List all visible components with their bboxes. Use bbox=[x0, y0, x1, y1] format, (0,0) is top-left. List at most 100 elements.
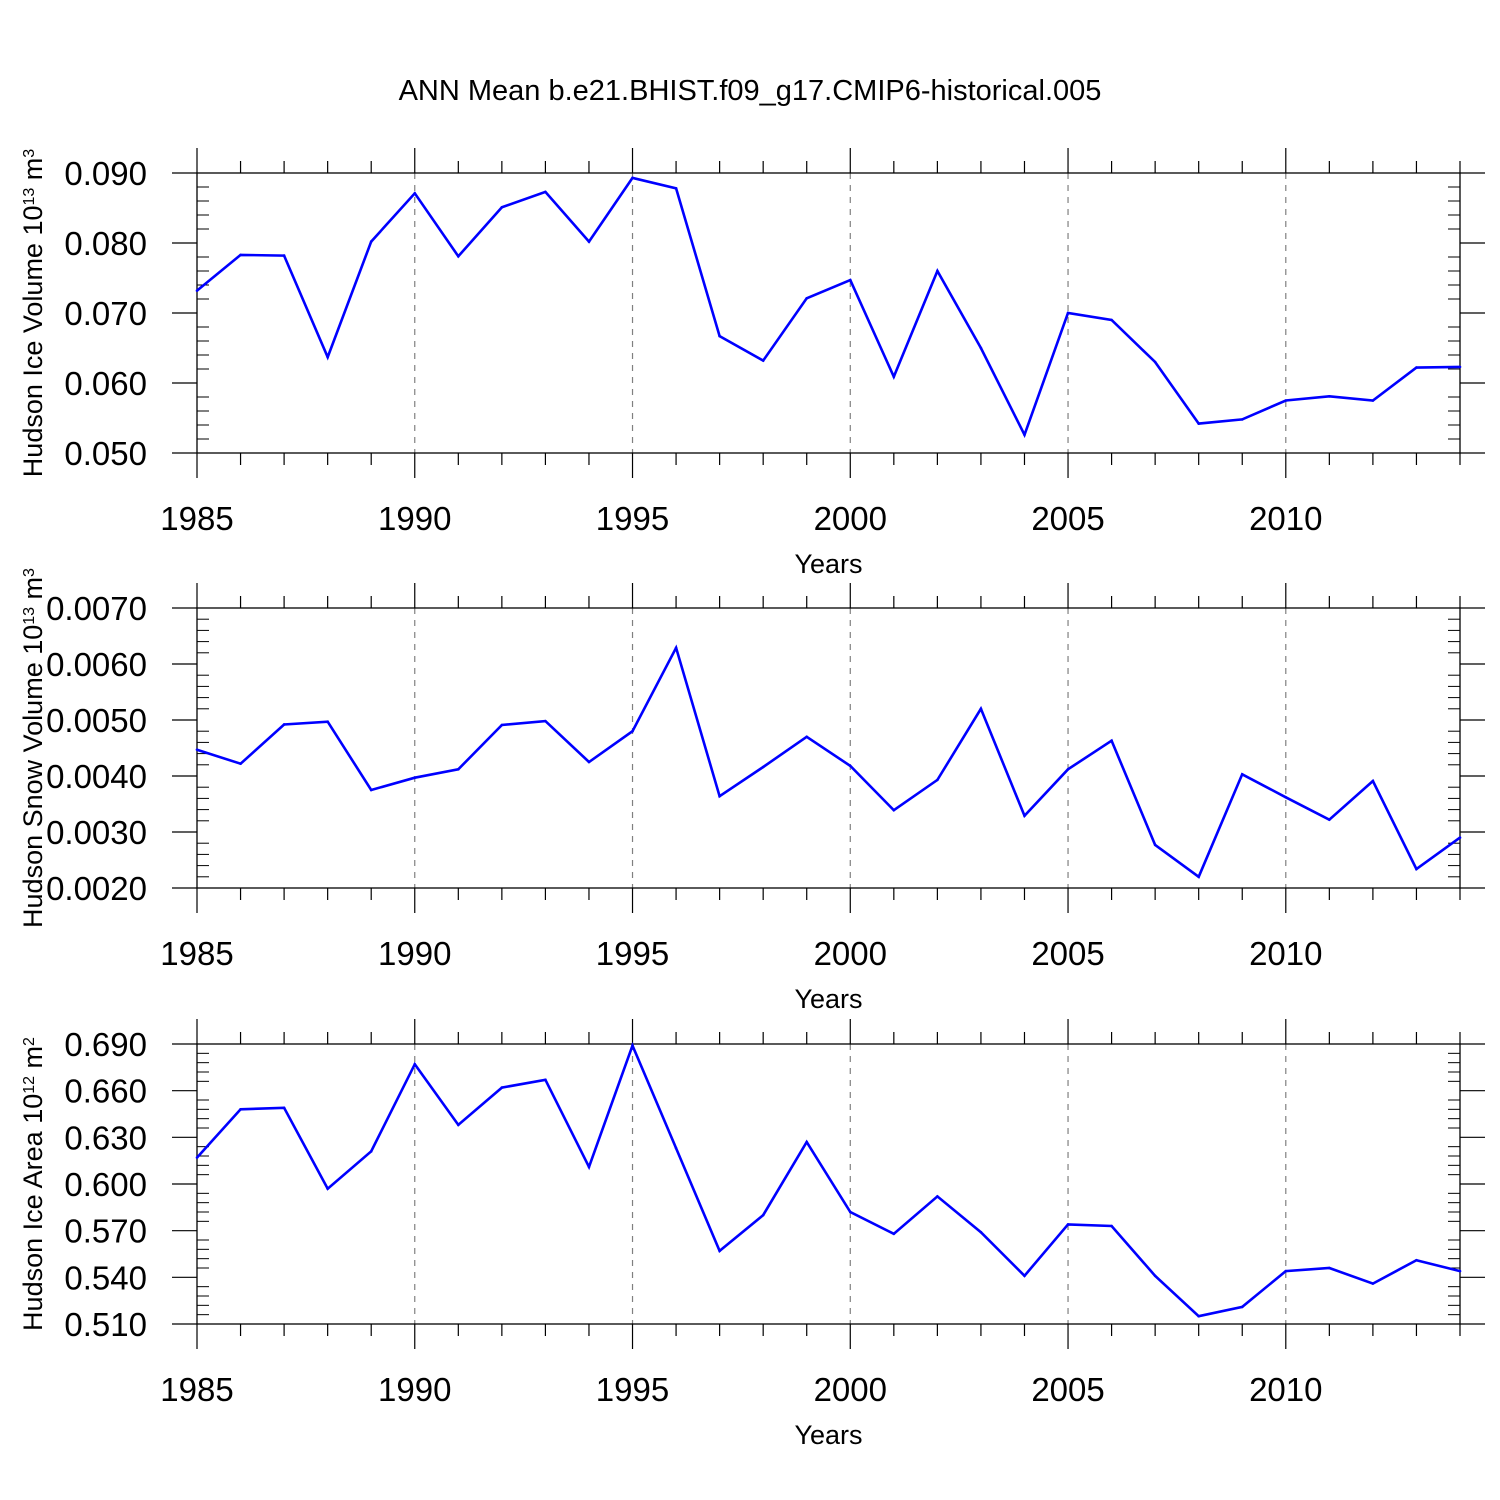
data-point bbox=[1371, 779, 1375, 783]
x-tick-label: 2005 bbox=[1031, 935, 1104, 972]
data-point bbox=[457, 767, 460, 771]
data-point bbox=[1458, 836, 1462, 839]
x-tick-label: 2010 bbox=[1249, 500, 1322, 537]
chart-title: ANN Mean b.e21.BHIST.f09_g17.CMIP6-histo… bbox=[399, 75, 1102, 107]
data-point bbox=[326, 720, 329, 723]
data-point bbox=[457, 1123, 460, 1127]
data-point bbox=[1284, 1269, 1288, 1273]
data-point bbox=[544, 190, 547, 194]
x-tick-label: 2000 bbox=[814, 1371, 887, 1408]
data-point bbox=[1371, 399, 1375, 402]
data-point bbox=[761, 359, 765, 362]
data-point bbox=[892, 1232, 896, 1236]
data-point bbox=[892, 375, 896, 379]
data-point bbox=[587, 240, 591, 243]
y-tick-label: 0.0070 bbox=[46, 590, 147, 627]
data-point bbox=[587, 1165, 591, 1169]
data-point bbox=[500, 1086, 504, 1089]
data-point bbox=[1153, 1274, 1157, 1278]
y-tick-label: 0.060 bbox=[64, 365, 147, 402]
data-point bbox=[1328, 818, 1331, 821]
data-point bbox=[1458, 1269, 1462, 1273]
x-tick-label: 1990 bbox=[378, 935, 451, 972]
data-point bbox=[1458, 365, 1462, 369]
data-point bbox=[282, 1106, 286, 1110]
data-point bbox=[326, 1187, 329, 1190]
data-point bbox=[239, 253, 242, 257]
data-point bbox=[1110, 739, 1113, 743]
panels: 0.050 0.060 0.070 0.080 0.090 1985 1990 1995 200… bbox=[18, 148, 1485, 1450]
x-tick-label: 1990 bbox=[378, 500, 451, 537]
data-point bbox=[848, 1210, 852, 1214]
data-point bbox=[718, 334, 721, 338]
data-point bbox=[500, 723, 504, 727]
data-point bbox=[936, 1195, 939, 1198]
x-axis-label: Years bbox=[794, 1420, 862, 1450]
data-point bbox=[1023, 814, 1026, 818]
data-point bbox=[1284, 399, 1288, 402]
data-point bbox=[1197, 875, 1200, 879]
x-tick-label: 1985 bbox=[160, 935, 233, 972]
data-point bbox=[1110, 1224, 1113, 1228]
data-point bbox=[1197, 422, 1200, 425]
x-tick-label: 2005 bbox=[1031, 1371, 1104, 1408]
data-point bbox=[805, 1140, 809, 1144]
data-point bbox=[369, 1150, 373, 1153]
data-point bbox=[936, 778, 939, 782]
x-tick-label: 1995 bbox=[596, 935, 669, 972]
data-point bbox=[195, 289, 199, 292]
data-point bbox=[631, 1044, 634, 1047]
y-tick-label: 0.070 bbox=[64, 295, 147, 332]
y-tick-label: 0.0040 bbox=[46, 758, 147, 795]
data-point bbox=[413, 1062, 417, 1066]
data-point bbox=[1371, 1282, 1375, 1285]
data-point bbox=[282, 254, 286, 257]
data-point bbox=[413, 192, 417, 195]
y-tick-label: 0.600 bbox=[64, 1166, 147, 1203]
panel-3: 0.510 0.540 0.570 0.600 0.630 0.660 0.690 1985 1… bbox=[18, 1019, 1485, 1450]
y-tick-label: 0.570 bbox=[64, 1213, 147, 1250]
data-point bbox=[1415, 1258, 1418, 1262]
data-point bbox=[1110, 318, 1113, 322]
data-point bbox=[1240, 418, 1244, 421]
data-point bbox=[674, 646, 678, 650]
data-point bbox=[1328, 1266, 1331, 1270]
data-point bbox=[674, 1146, 678, 1150]
series-line bbox=[196, 1042, 1461, 1318]
data-point bbox=[195, 748, 199, 751]
data-point bbox=[1023, 433, 1026, 437]
data-point bbox=[1066, 767, 1070, 771]
data-point bbox=[718, 1249, 721, 1253]
data-point bbox=[979, 1230, 983, 1234]
data-point bbox=[979, 707, 983, 711]
plot-frame bbox=[196, 607, 1461, 889]
y-tick-label: 0.540 bbox=[64, 1259, 147, 1296]
x-axis-label: Years bbox=[794, 984, 862, 1014]
data-point bbox=[1153, 843, 1157, 847]
x-tick-label: 1995 bbox=[596, 1371, 669, 1408]
panel-1: 0.050 0.060 0.070 0.080 0.090 1985 1990 1995 200… bbox=[18, 148, 1485, 579]
data-point bbox=[195, 1156, 199, 1159]
series-line bbox=[196, 644, 1461, 879]
series-line bbox=[196, 176, 1461, 439]
y-tick-label: 0.0050 bbox=[46, 702, 147, 739]
data-point bbox=[1284, 795, 1288, 799]
data-point bbox=[457, 254, 460, 258]
x-tick-label: 2000 bbox=[814, 500, 887, 537]
data-point bbox=[631, 176, 634, 180]
data-point bbox=[979, 346, 983, 350]
x-tick-label: 2010 bbox=[1249, 1371, 1322, 1408]
data-point bbox=[631, 729, 634, 733]
data-point bbox=[1066, 311, 1070, 315]
data-point bbox=[805, 297, 809, 300]
data-point bbox=[1328, 395, 1331, 398]
data-point bbox=[674, 187, 678, 190]
data-point bbox=[1197, 1314, 1200, 1318]
data-point bbox=[500, 206, 504, 209]
data-point bbox=[848, 764, 852, 768]
y-axis-label: Hudson Ice Area 1012 m2 bbox=[18, 1037, 48, 1331]
data-point bbox=[239, 762, 242, 765]
data-point bbox=[1066, 1223, 1070, 1226]
data-point bbox=[761, 765, 765, 769]
